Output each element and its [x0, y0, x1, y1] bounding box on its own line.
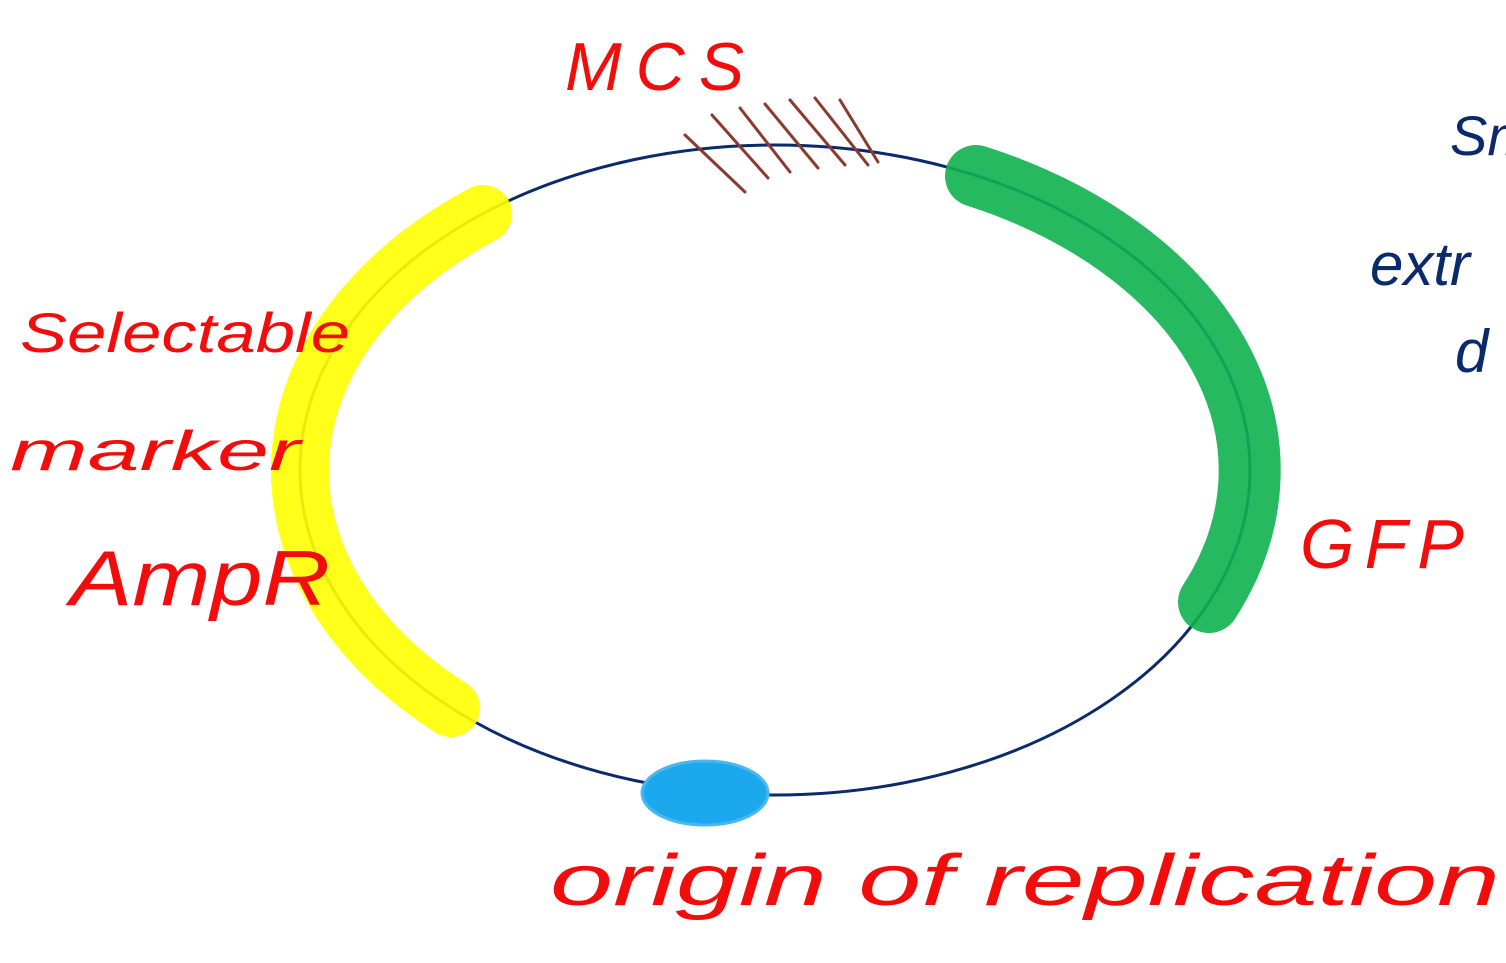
resistance-label: AmpR — [65, 534, 330, 622]
origin-blob — [642, 761, 768, 825]
plasmid-diagram: MCS Selectable marker AmpR GFP origin of… — [0, 0, 1506, 963]
marker-segment — [300, 214, 483, 708]
marker-label: marker — [10, 419, 304, 482]
marker-label: Selectable — [20, 301, 350, 364]
gfp-segment — [976, 176, 1250, 602]
gfp-label: GFP — [1300, 505, 1474, 583]
mcs-label: MCS — [565, 29, 758, 105]
side-note: Sm — [1450, 104, 1506, 167]
origin-label: origin of replication — [550, 841, 1500, 921]
side-note: d — [1455, 318, 1490, 385]
side-note: extr — [1370, 231, 1472, 298]
page: {"labels": {"mcs": "MCS", "selectable_ma… — [0, 0, 1506, 963]
